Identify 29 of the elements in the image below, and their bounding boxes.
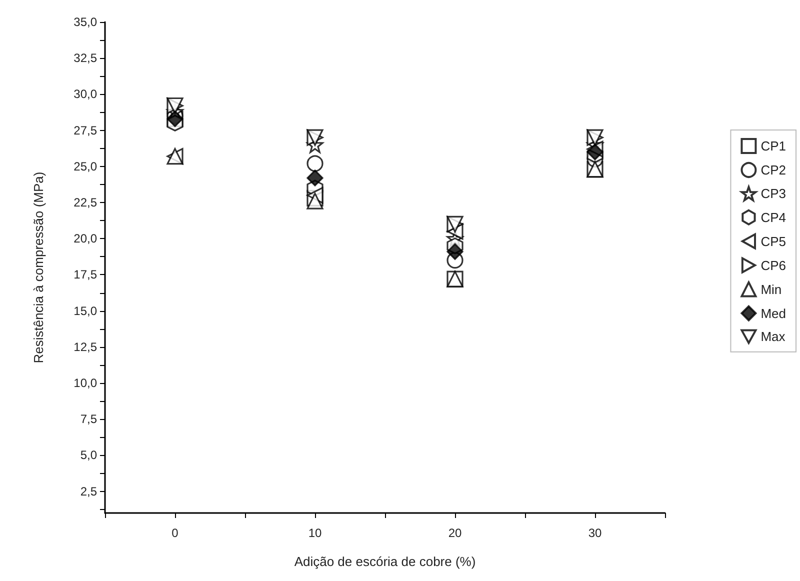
y-tick-label: 32,5 (74, 51, 98, 66)
y-tick-label: 5,0 (80, 448, 98, 462)
x-axis-title: Adição de escória de cobre (%) (294, 554, 476, 569)
y-tick-label: 35,0 (74, 15, 98, 29)
legend-label: CP5 (760, 234, 786, 249)
y-tick-label: 2,5 (80, 484, 98, 498)
x-tick-label: 20 (448, 526, 462, 540)
legend-label: CP2 (760, 162, 786, 178)
y-tick-label: 20,0 (74, 232, 98, 246)
legend-label: CP4 (760, 210, 786, 225)
legend-label: CP3 (760, 186, 786, 202)
y-tick-label: 10,0 (74, 376, 98, 390)
y-tick-label: 30,0 (74, 87, 98, 102)
x-tick-label: 0 (172, 526, 179, 540)
legend-label: Med (760, 306, 786, 321)
y-tick-label: 15,0 (74, 304, 98, 318)
y-tick-label: 22,5 (74, 196, 98, 210)
legend-label: Min (760, 282, 782, 297)
x-tick-label: 10 (308, 526, 322, 540)
legend-label: Max (760, 329, 786, 344)
x-tick-label: 30 (588, 526, 602, 540)
legend-label: CP6 (760, 258, 786, 273)
y-tick-label: 12,5 (74, 340, 98, 354)
legend-label: CP1 (760, 138, 786, 154)
y-axis-title: Resistência à compressão (MPa) (31, 172, 46, 364)
y-tick-label: 17,5 (74, 268, 98, 282)
y-tick-label: 27,5 (74, 123, 98, 138)
y-tick-label: 25,0 (74, 159, 98, 174)
y-tick-label: 7,5 (80, 412, 98, 426)
